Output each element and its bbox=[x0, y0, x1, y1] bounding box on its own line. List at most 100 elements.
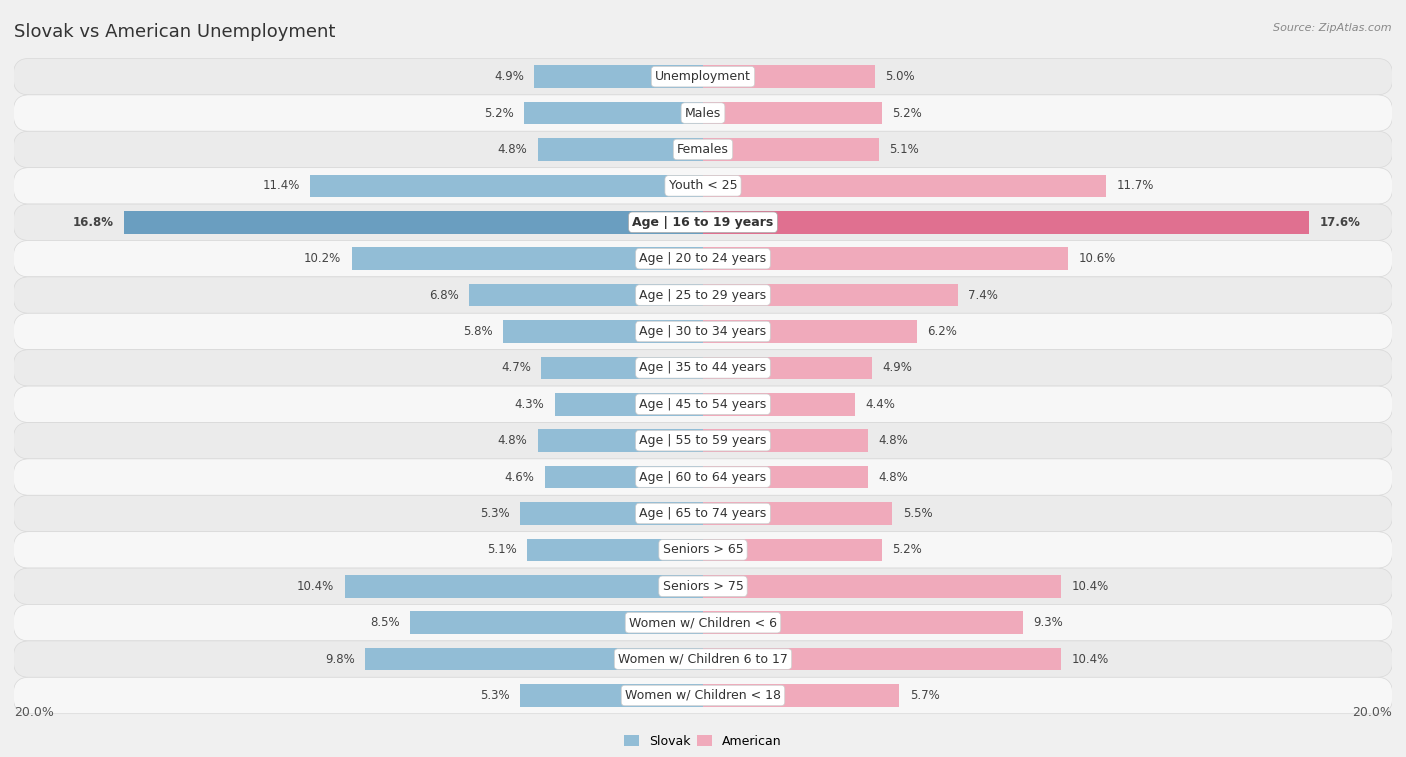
Text: 9.3%: 9.3% bbox=[1033, 616, 1063, 629]
Text: 5.3%: 5.3% bbox=[481, 689, 510, 702]
FancyBboxPatch shape bbox=[14, 95, 1392, 131]
Text: 5.1%: 5.1% bbox=[488, 544, 517, 556]
FancyBboxPatch shape bbox=[14, 386, 1392, 422]
Text: Women w/ Children < 18: Women w/ Children < 18 bbox=[626, 689, 780, 702]
Text: Age | 25 to 29 years: Age | 25 to 29 years bbox=[640, 288, 766, 301]
Bar bbox=[703, 211, 1309, 234]
FancyBboxPatch shape bbox=[14, 568, 1392, 605]
Bar bbox=[703, 393, 855, 416]
Text: 9.8%: 9.8% bbox=[325, 653, 356, 665]
Bar bbox=[411, 612, 703, 634]
Text: 5.0%: 5.0% bbox=[886, 70, 915, 83]
Text: 11.4%: 11.4% bbox=[263, 179, 299, 192]
FancyBboxPatch shape bbox=[14, 313, 1392, 350]
Text: 4.8%: 4.8% bbox=[879, 435, 908, 447]
Text: 10.4%: 10.4% bbox=[297, 580, 335, 593]
FancyBboxPatch shape bbox=[14, 241, 1392, 277]
FancyBboxPatch shape bbox=[14, 678, 1392, 714]
Text: 4.3%: 4.3% bbox=[515, 397, 544, 411]
Bar bbox=[541, 357, 703, 379]
Bar bbox=[703, 357, 872, 379]
Bar bbox=[468, 284, 703, 307]
FancyBboxPatch shape bbox=[14, 459, 1392, 495]
Bar bbox=[703, 65, 875, 88]
Bar bbox=[703, 538, 882, 561]
Text: 5.5%: 5.5% bbox=[903, 507, 932, 520]
Text: Age | 60 to 64 years: Age | 60 to 64 years bbox=[640, 471, 766, 484]
Text: Women w/ Children < 6: Women w/ Children < 6 bbox=[628, 616, 778, 629]
Bar bbox=[703, 175, 1107, 197]
FancyBboxPatch shape bbox=[14, 58, 1392, 95]
Bar bbox=[537, 139, 703, 160]
Text: Age | 16 to 19 years: Age | 16 to 19 years bbox=[633, 216, 773, 229]
Bar bbox=[537, 429, 703, 452]
Bar bbox=[703, 101, 882, 124]
Legend: Slovak, American: Slovak, American bbox=[619, 730, 787, 753]
Text: Women w/ Children 6 to 17: Women w/ Children 6 to 17 bbox=[619, 653, 787, 665]
Text: Males: Males bbox=[685, 107, 721, 120]
Text: 17.6%: 17.6% bbox=[1320, 216, 1361, 229]
Bar bbox=[524, 101, 703, 124]
Text: Unemployment: Unemployment bbox=[655, 70, 751, 83]
Bar bbox=[703, 284, 957, 307]
Bar bbox=[703, 320, 917, 343]
Bar bbox=[344, 575, 703, 597]
Text: 5.7%: 5.7% bbox=[910, 689, 939, 702]
Bar bbox=[366, 648, 703, 671]
Text: 4.8%: 4.8% bbox=[498, 435, 527, 447]
Text: 4.9%: 4.9% bbox=[494, 70, 524, 83]
Bar bbox=[703, 648, 1062, 671]
Bar bbox=[703, 139, 879, 160]
Bar bbox=[503, 320, 703, 343]
Bar bbox=[703, 248, 1069, 270]
Text: Age | 65 to 74 years: Age | 65 to 74 years bbox=[640, 507, 766, 520]
Bar bbox=[520, 684, 703, 707]
Text: 10.6%: 10.6% bbox=[1078, 252, 1116, 265]
Text: 5.2%: 5.2% bbox=[893, 107, 922, 120]
Text: 4.8%: 4.8% bbox=[879, 471, 908, 484]
Bar bbox=[527, 538, 703, 561]
FancyBboxPatch shape bbox=[14, 422, 1392, 459]
Text: Seniors > 75: Seniors > 75 bbox=[662, 580, 744, 593]
Text: 4.4%: 4.4% bbox=[865, 397, 894, 411]
Text: 20.0%: 20.0% bbox=[1353, 706, 1392, 719]
Text: 5.2%: 5.2% bbox=[484, 107, 513, 120]
FancyBboxPatch shape bbox=[14, 495, 1392, 531]
FancyBboxPatch shape bbox=[14, 167, 1392, 204]
Bar bbox=[311, 175, 703, 197]
Text: Age | 20 to 24 years: Age | 20 to 24 years bbox=[640, 252, 766, 265]
Bar bbox=[534, 65, 703, 88]
Text: 16.8%: 16.8% bbox=[73, 216, 114, 229]
Text: Source: ZipAtlas.com: Source: ZipAtlas.com bbox=[1274, 23, 1392, 33]
Bar bbox=[703, 684, 900, 707]
FancyBboxPatch shape bbox=[14, 204, 1392, 241]
Text: Age | 45 to 54 years: Age | 45 to 54 years bbox=[640, 397, 766, 411]
Bar bbox=[703, 502, 893, 525]
FancyBboxPatch shape bbox=[14, 131, 1392, 167]
Text: 4.7%: 4.7% bbox=[501, 361, 531, 375]
Text: 6.8%: 6.8% bbox=[429, 288, 458, 301]
Text: 4.8%: 4.8% bbox=[498, 143, 527, 156]
Text: Age | 55 to 59 years: Age | 55 to 59 years bbox=[640, 435, 766, 447]
Text: 5.2%: 5.2% bbox=[893, 544, 922, 556]
Bar bbox=[124, 211, 703, 234]
Bar bbox=[520, 502, 703, 525]
FancyBboxPatch shape bbox=[14, 605, 1392, 641]
Text: 10.4%: 10.4% bbox=[1071, 580, 1109, 593]
FancyBboxPatch shape bbox=[14, 350, 1392, 386]
Text: 11.7%: 11.7% bbox=[1116, 179, 1154, 192]
Text: 6.2%: 6.2% bbox=[927, 325, 956, 338]
Text: 4.6%: 4.6% bbox=[505, 471, 534, 484]
FancyBboxPatch shape bbox=[14, 531, 1392, 568]
Text: Age | 30 to 34 years: Age | 30 to 34 years bbox=[640, 325, 766, 338]
Text: 7.4%: 7.4% bbox=[969, 288, 998, 301]
Bar bbox=[703, 429, 869, 452]
Bar bbox=[703, 466, 869, 488]
Text: 5.8%: 5.8% bbox=[463, 325, 494, 338]
Bar bbox=[703, 612, 1024, 634]
Text: Seniors > 65: Seniors > 65 bbox=[662, 544, 744, 556]
Text: Slovak vs American Unemployment: Slovak vs American Unemployment bbox=[14, 23, 336, 41]
Text: 10.2%: 10.2% bbox=[304, 252, 342, 265]
FancyBboxPatch shape bbox=[14, 277, 1392, 313]
Text: 5.1%: 5.1% bbox=[889, 143, 918, 156]
